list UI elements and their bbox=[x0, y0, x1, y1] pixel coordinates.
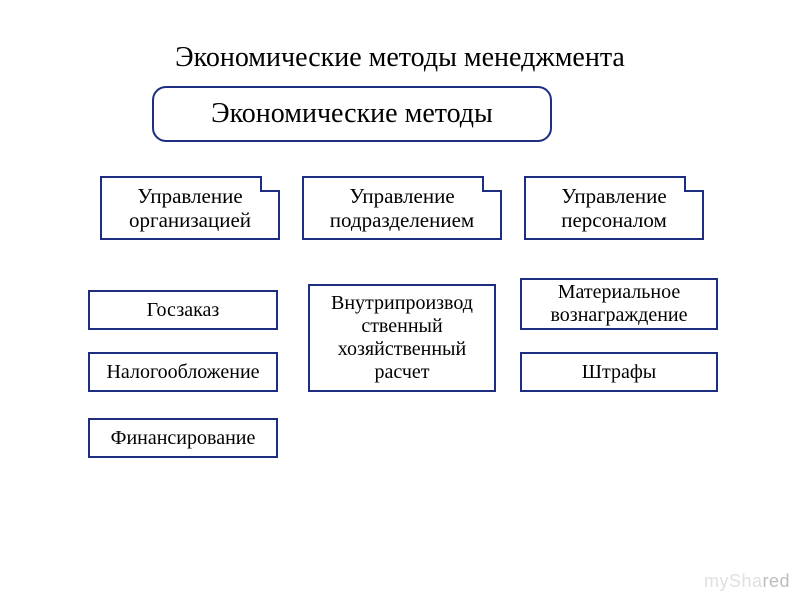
watermark-dark: red bbox=[762, 571, 790, 591]
l3-label: Финансирование bbox=[111, 427, 256, 450]
l3-label: Налогообложение bbox=[106, 361, 259, 384]
l3-node-financing: Финансирование bbox=[88, 418, 278, 458]
l2-label: Управление подразделением bbox=[310, 184, 494, 232]
l3-node-goszakaz: Госзаказ bbox=[88, 290, 278, 330]
l2-node-personnel: Управление персоналом bbox=[524, 176, 704, 240]
l2-node-organization: Управление организацией bbox=[100, 176, 280, 240]
watermark: myShared bbox=[704, 571, 790, 592]
l3-label: Внутрипроизвод ственный хозяйственный ра… bbox=[316, 292, 488, 384]
l3-node-internal-accounting: Внутрипроизвод ственный хозяйственный ра… bbox=[308, 284, 496, 392]
l2-node-division: Управление подразделением bbox=[302, 176, 502, 240]
watermark-faded: mySha bbox=[704, 571, 763, 591]
l3-label: Материальное вознаграждение bbox=[528, 281, 710, 327]
diagram-canvas: Экономические методы менеджмента Экономи… bbox=[0, 0, 800, 600]
l3-node-fines: Штрафы bbox=[520, 352, 718, 392]
root-node-label: Экономические методы bbox=[211, 98, 493, 130]
l2-label: Управление персоналом bbox=[532, 184, 696, 232]
l3-node-taxation: Налогообложение bbox=[88, 352, 278, 392]
l3-node-material-reward: Материальное вознаграждение bbox=[520, 278, 718, 330]
l2-label: Управление организацией bbox=[108, 184, 272, 232]
l3-label: Штрафы bbox=[582, 361, 656, 384]
l3-label: Госзаказ bbox=[147, 299, 220, 322]
page-title: Экономические методы менеджмента bbox=[0, 42, 800, 74]
root-node: Экономические методы bbox=[152, 86, 552, 142]
